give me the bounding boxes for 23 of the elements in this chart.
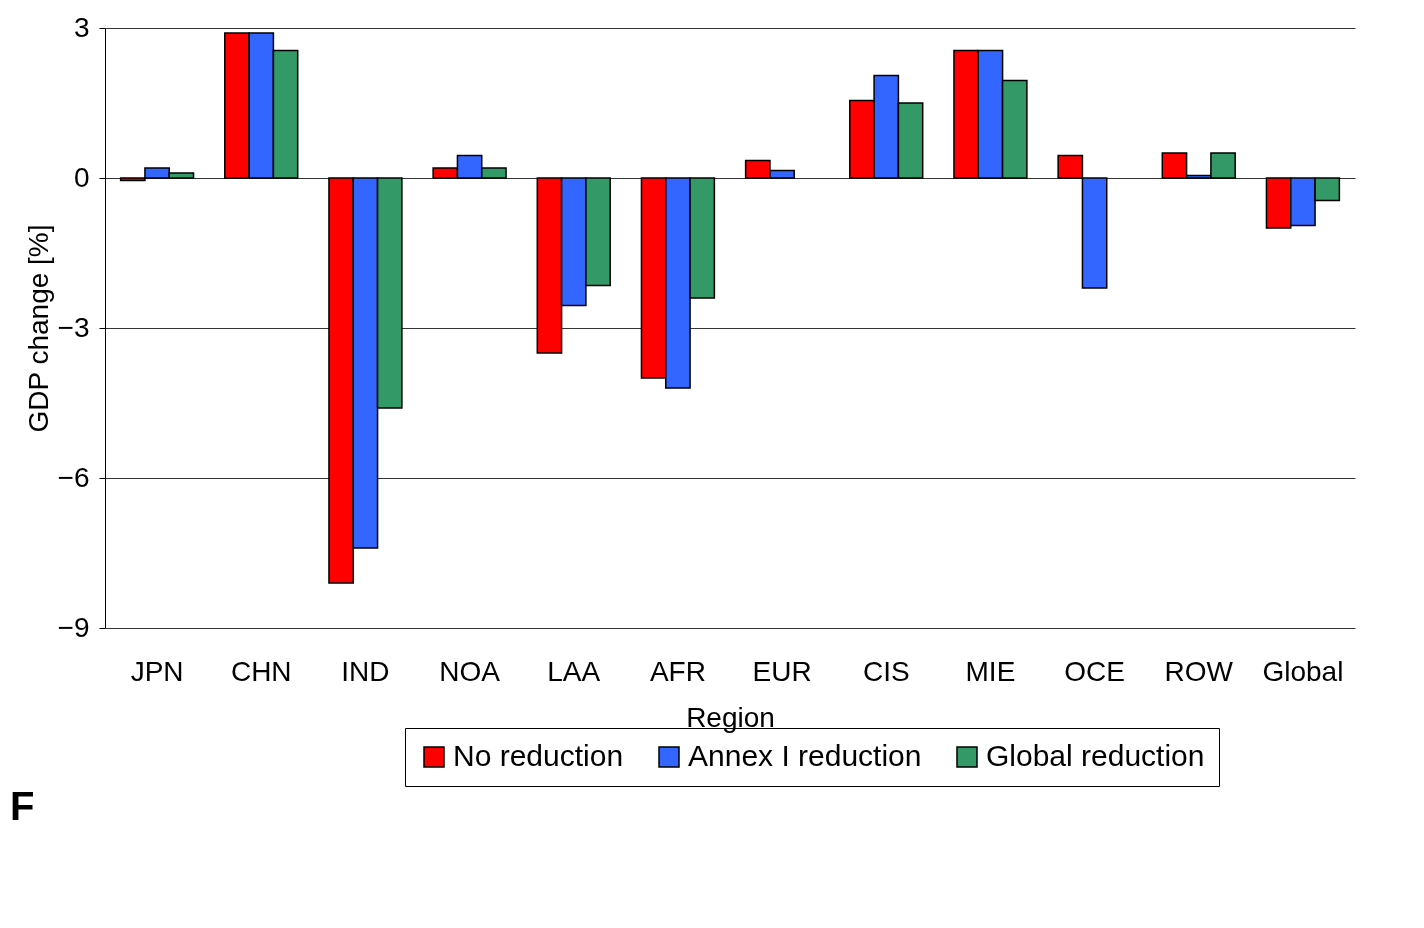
y-tick-label: 3 bbox=[73, 11, 90, 43]
legend-label: Annex I reduction bbox=[688, 739, 922, 772]
legend-label: Global reduction bbox=[986, 739, 1205, 772]
y-tick-label: −6 bbox=[57, 461, 90, 493]
x-tick-label: MIE bbox=[965, 655, 1016, 687]
y-tick-label: 0 bbox=[73, 161, 90, 193]
x-tick-label: CHN bbox=[230, 655, 292, 687]
x-tick-label: LAA bbox=[547, 655, 601, 687]
x-tick-label: AFR bbox=[649, 655, 706, 687]
y-tick-label: −3 bbox=[57, 311, 90, 343]
x-tick-label: OCE bbox=[1064, 655, 1125, 687]
x-axis-title: Region bbox=[686, 701, 775, 733]
x-tick-label: IND bbox=[341, 655, 390, 687]
x-tick-label: NOA bbox=[439, 655, 501, 687]
legend-label: No reduction bbox=[453, 739, 624, 772]
y-tick-label: −9 bbox=[57, 611, 90, 643]
x-tick-label: JPN bbox=[130, 655, 184, 687]
y-axis-title: GDP change [%] bbox=[22, 224, 54, 433]
x-tick-label: Global bbox=[1262, 655, 1344, 687]
x-tick-label: CIS bbox=[862, 655, 910, 687]
x-tick-label: ROW bbox=[1164, 655, 1234, 687]
text: F bbox=[10, 784, 35, 828]
x-tick-label: EUR bbox=[752, 655, 812, 687]
